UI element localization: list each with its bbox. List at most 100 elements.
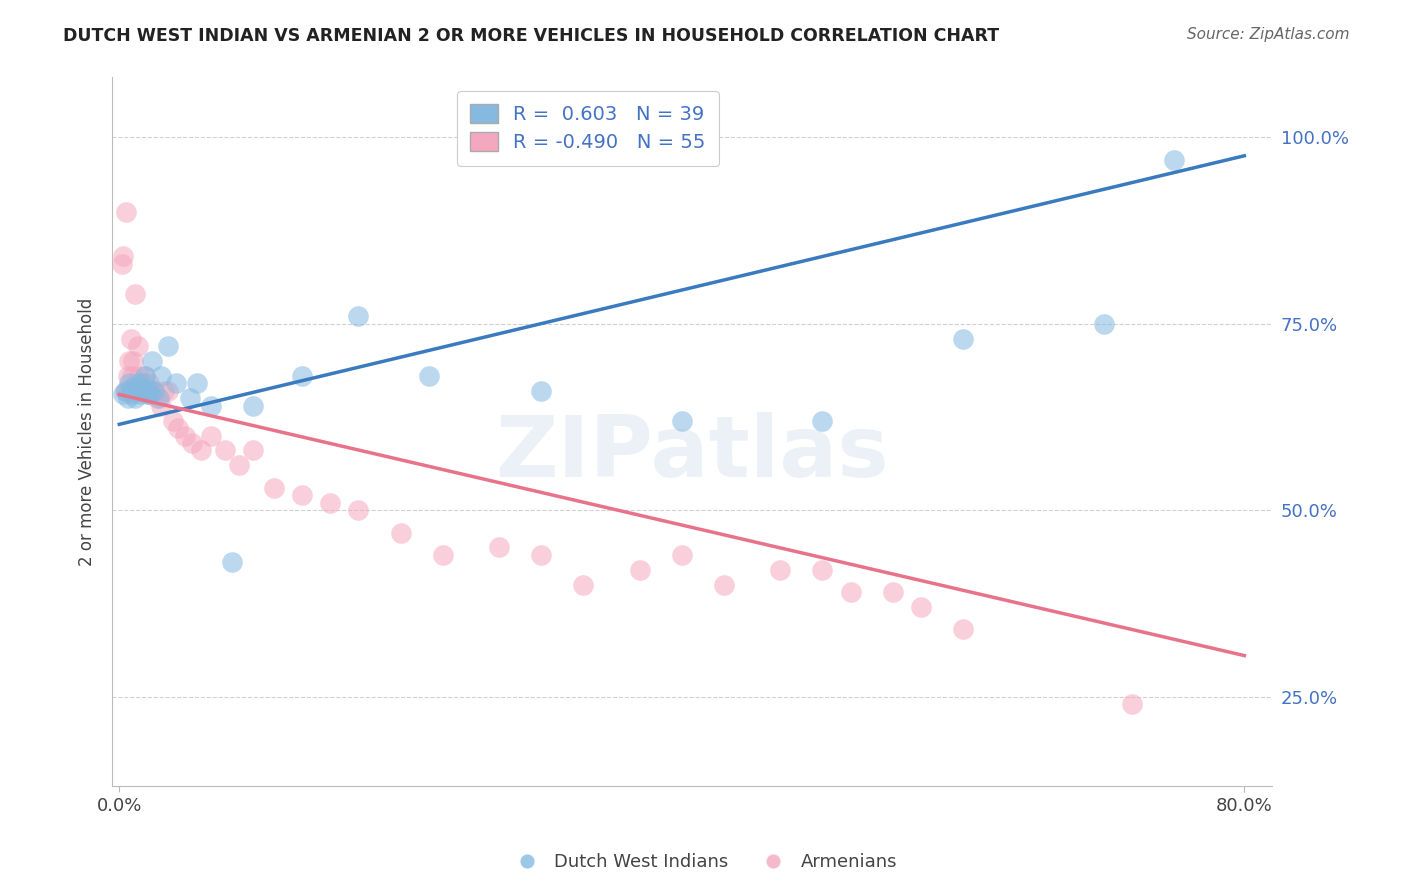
Text: DUTCH WEST INDIAN VS ARMENIAN 2 OR MORE VEHICLES IN HOUSEHOLD CORRELATION CHART: DUTCH WEST INDIAN VS ARMENIAN 2 OR MORE … (63, 27, 1000, 45)
Point (134, 368, 156, 383)
Point (186, 376, 208, 391)
Point (138, 376, 160, 391)
Point (811, 563, 834, 577)
Point (530, 384, 553, 398)
Point (200, 399, 222, 413)
Point (572, 578, 595, 592)
Text: Source: ZipAtlas.com: Source: ZipAtlas.com (1187, 27, 1350, 42)
Point (432, 548, 454, 562)
Point (124, 391, 146, 405)
Point (174, 428, 197, 442)
Point (141, 384, 163, 398)
Point (488, 541, 510, 555)
Point (952, 332, 974, 346)
Point (530, 548, 553, 562)
Point (671, 414, 693, 428)
Point (131, 384, 153, 398)
Point (125, 384, 148, 398)
Point (114, 384, 136, 398)
Point (136, 384, 159, 398)
Point (671, 548, 693, 562)
Point (111, 257, 134, 271)
Point (135, 384, 157, 398)
Point (952, 623, 974, 637)
Point (112, 250, 135, 264)
Point (190, 443, 212, 458)
Text: ZIPatlas: ZIPatlas (495, 411, 889, 494)
Point (128, 376, 150, 391)
Point (347, 503, 370, 517)
Point (141, 354, 163, 368)
Point (389, 525, 412, 540)
Point (127, 384, 149, 398)
Point (769, 563, 792, 577)
Point (157, 339, 180, 353)
Point (132, 384, 155, 398)
Point (228, 458, 250, 473)
Point (129, 387, 152, 401)
Point (713, 578, 735, 592)
Point (138, 384, 160, 398)
Point (418, 368, 440, 383)
Point (124, 286, 146, 301)
Point (148, 391, 170, 405)
Point (291, 488, 314, 502)
Point (181, 436, 204, 450)
Point (120, 332, 142, 346)
Point (127, 339, 149, 353)
Point (118, 376, 141, 391)
Point (242, 443, 264, 458)
Point (128, 368, 150, 383)
Point (242, 399, 264, 413)
Point (162, 414, 184, 428)
Point (150, 368, 173, 383)
Point (136, 387, 159, 401)
Point (150, 399, 173, 413)
Point (179, 391, 201, 405)
Point (115, 204, 138, 219)
Point (143, 384, 166, 398)
Point (121, 368, 143, 383)
Point (839, 585, 862, 599)
Point (811, 414, 834, 428)
Point (112, 387, 135, 401)
Y-axis label: 2 or more Vehicles in Household: 2 or more Vehicles in Household (79, 298, 96, 566)
Legend: Dutch West Indians, Armenians: Dutch West Indians, Armenians (502, 847, 904, 879)
Point (347, 309, 370, 323)
Point (122, 354, 145, 368)
Point (221, 555, 243, 569)
Point (122, 380, 145, 394)
Point (1121, 697, 1143, 711)
Point (628, 563, 651, 577)
Point (125, 376, 148, 391)
Point (115, 384, 138, 398)
Point (291, 368, 314, 383)
Point (157, 384, 180, 398)
Point (131, 380, 153, 394)
Point (319, 496, 342, 510)
Point (1092, 317, 1115, 331)
Point (167, 421, 190, 435)
Point (121, 387, 143, 401)
Point (129, 384, 152, 398)
Point (165, 376, 187, 391)
Point (117, 391, 139, 405)
Point (1163, 153, 1185, 167)
Legend: R =  0.603   N = 39, R = -0.490   N = 55: R = 0.603 N = 39, R = -0.490 N = 55 (457, 91, 718, 166)
Point (135, 384, 157, 398)
Point (882, 585, 904, 599)
Point (118, 354, 141, 368)
Point (146, 391, 169, 405)
Point (200, 428, 222, 442)
Point (910, 600, 932, 615)
Point (139, 387, 162, 401)
Point (132, 376, 155, 391)
Point (117, 368, 139, 383)
Point (134, 368, 156, 383)
Point (143, 384, 166, 398)
Point (263, 481, 285, 495)
Point (153, 384, 176, 398)
Point (214, 443, 236, 458)
Point (139, 387, 162, 401)
Point (120, 384, 142, 398)
